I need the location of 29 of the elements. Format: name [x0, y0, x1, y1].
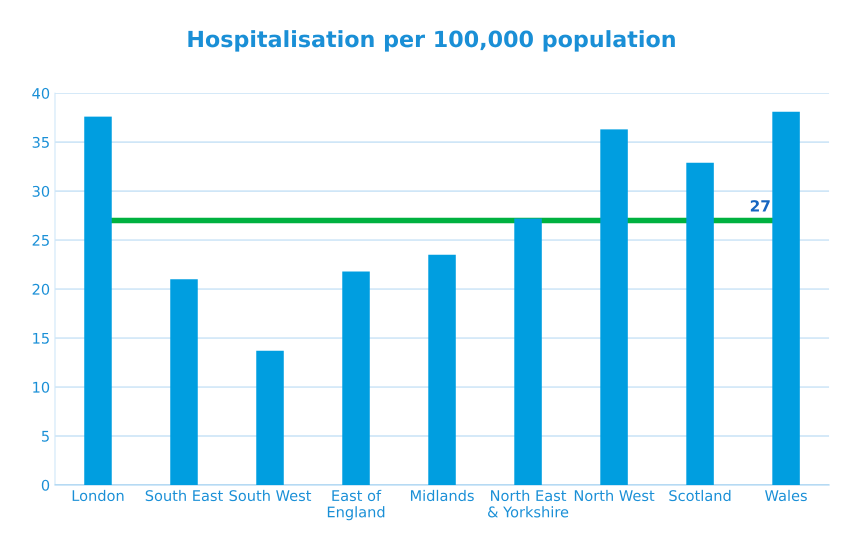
- bar: [256, 350, 284, 485]
- y-tick-label: 20: [32, 284, 50, 295]
- y-tick-label: 35: [32, 136, 49, 148]
- x-tick-label: London: [72, 490, 124, 502]
- x-tick-label: East of England: [328, 490, 384, 520]
- x-tick-label: North West: [574, 490, 654, 502]
- bar: [600, 129, 628, 485]
- y-tick-label: 30: [32, 186, 50, 197]
- x-tick-label: North East & Yorkshire: [488, 490, 568, 518]
- y-tick-label: 25: [32, 234, 49, 246]
- bar: [170, 279, 198, 485]
- y-tick-label: 5: [42, 430, 49, 442]
- bar: [342, 271, 370, 485]
- bar: [428, 254, 456, 485]
- x-tick-label: Scotland: [669, 490, 730, 502]
- bar: [514, 218, 542, 485]
- bar: [686, 162, 714, 485]
- y-tick-label: 15: [33, 332, 49, 344]
- x-tick-label: Midlands: [410, 490, 474, 502]
- x-tick-label: Wales: [765, 490, 807, 502]
- x-tick-label: South East: [146, 490, 223, 502]
- x-tick-label: South West: [230, 490, 312, 502]
- bar: [84, 116, 112, 485]
- y-tick-label: 40: [32, 88, 50, 99]
- ref-line-label: 27: [750, 200, 770, 212]
- chart-title: Hospitalisation per 100,000 population: [188, 30, 675, 52]
- y-tick-label: 10: [33, 382, 50, 393]
- y-tick-label: 0: [42, 480, 50, 491]
- bar: [772, 112, 800, 485]
